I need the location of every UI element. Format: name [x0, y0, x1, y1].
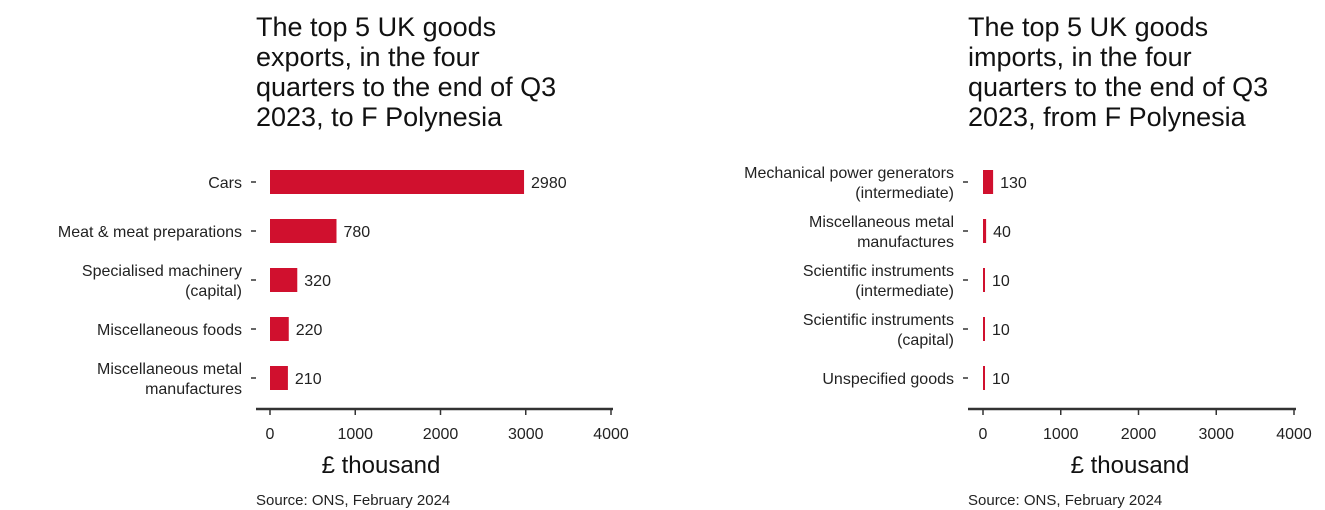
imports-x-tick-label: 4000	[1276, 426, 1312, 443]
exports-x-tick-label: 3000	[508, 426, 544, 443]
imports-bar-group: Unspecified goods 10	[822, 366, 1010, 390]
imports-x-tick-label: 3000	[1198, 426, 1234, 443]
imports-value-label: 10	[992, 273, 1010, 290]
exports-category-label: Specialised machinery (capital)	[82, 263, 242, 300]
exports-bar	[270, 268, 298, 292]
imports-category-label: Miscellaneous metal manufactures	[809, 214, 954, 251]
imports-value-label: 130	[1000, 175, 1027, 192]
exports-bar-group: Cars 2980	[208, 170, 567, 194]
exports-bar-group: Miscellaneous foods 220	[97, 317, 323, 341]
exports-value-label: 220	[296, 322, 323, 339]
imports-bar	[983, 219, 987, 243]
exports-x-tick-label: 0	[266, 426, 275, 443]
imports-category-label: Scientific instruments (intermediate)	[803, 263, 954, 300]
exports-bar	[270, 219, 337, 243]
exports-source-note: Source: ONS, February 2024	[256, 492, 450, 509]
imports-x-tick-label: 0	[979, 426, 988, 443]
exports-bar-group: Miscellaneous metal manufactures 210	[97, 361, 322, 398]
imports-bar-group: Scientific instruments (capital) 10	[803, 312, 1010, 349]
exports-x-tick-label: 4000	[593, 426, 629, 443]
exports-category-label: Miscellaneous foods	[97, 322, 242, 339]
exports-value-label: 320	[304, 273, 331, 290]
exports-chart-panel: The top 5 UK goods exports, in the four …	[0, 0, 662, 510]
exports-x-axis-title: £ thousand	[322, 452, 441, 479]
imports-category-label: Mechanical power generators (intermediate…	[744, 165, 954, 202]
imports-bar	[983, 268, 985, 292]
imports-x-tick-label: 1000	[1043, 426, 1079, 443]
exports-x-tick-label: 1000	[337, 426, 373, 443]
imports-category-label: Scientific instruments (capital)	[803, 312, 954, 349]
exports-bar-chart: Cars 2980 Meat & meat preparations 780 Speci…	[58, 170, 629, 509]
imports-bar	[983, 317, 985, 341]
exports-bar	[270, 366, 288, 390]
exports-category-label: Cars	[208, 175, 242, 192]
exports-category-label: Miscellaneous metal manufactures	[97, 361, 242, 398]
imports-value-label: 40	[993, 224, 1011, 241]
imports-bar-group: Mechanical power generators (intermediate…	[744, 165, 1027, 202]
imports-value-label: 10	[992, 371, 1010, 388]
imports-bar	[983, 366, 985, 390]
imports-bar-chart: Mechanical power generators (intermediate…	[744, 165, 1312, 509]
exports-value-label: 780	[343, 224, 370, 241]
exports-value-label: 210	[295, 371, 322, 388]
exports-bar-group: Meat & meat preparations 780	[58, 219, 370, 243]
exports-bar-group: Specialised machinery (capital) 320	[82, 263, 331, 300]
exports-bar	[270, 317, 289, 341]
exports-category-label: Meat & meat preparations	[58, 224, 242, 241]
exports-value-label: 2980	[531, 175, 567, 192]
imports-bar-group: Scientific instruments (intermediate) 10	[803, 263, 1010, 300]
imports-value-label: 10	[992, 322, 1010, 339]
imports-chart-panel: The top 5 UK goods imports, in the four …	[662, 0, 1325, 510]
imports-category-label: Unspecified goods	[822, 371, 954, 388]
exports-chart-title: The top 5 UK goods exports, in the four …	[256, 12, 557, 132]
imports-bar	[983, 170, 994, 194]
exports-x-tick-label: 2000	[423, 426, 459, 443]
imports-x-axis-title: £ thousand	[1071, 452, 1190, 479]
imports-chart-title: The top 5 UK goods imports, in the four …	[968, 12, 1269, 132]
imports-x-tick-label: 2000	[1121, 426, 1157, 443]
imports-bar-group: Miscellaneous metal manufactures 40	[809, 214, 1011, 251]
imports-source-note: Source: ONS, February 2024	[968, 492, 1162, 509]
exports-bar	[270, 170, 525, 194]
